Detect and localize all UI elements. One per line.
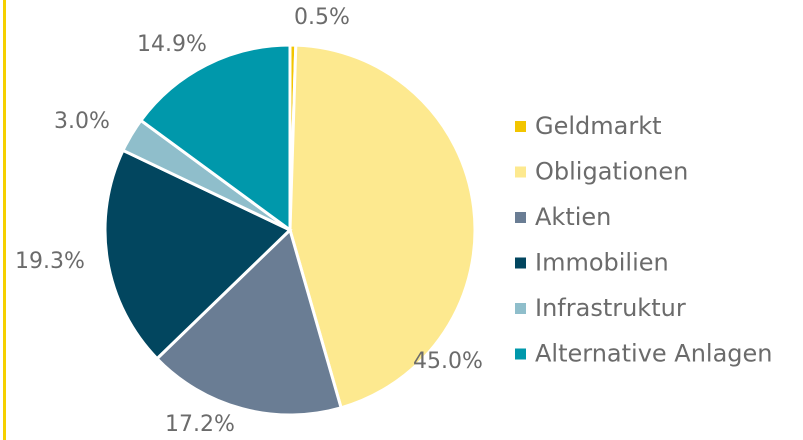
data-label: 3.0% xyxy=(54,109,110,134)
pie-slice xyxy=(103,148,293,361)
legend-label: Immobilien xyxy=(535,249,669,277)
legend-swatch xyxy=(515,121,526,132)
pie-slice xyxy=(288,43,477,410)
legend-label: Geldmarkt xyxy=(535,112,662,140)
legend-label: Infrastruktur xyxy=(535,294,686,322)
legend-swatch xyxy=(515,348,526,360)
legend-swatch xyxy=(515,257,526,269)
pie-slice xyxy=(154,227,343,417)
legend-label: Aktien xyxy=(535,203,611,231)
data-label: 19.3% xyxy=(15,249,85,274)
legend-swatch xyxy=(515,212,526,223)
data-label: 17.2% xyxy=(165,412,235,437)
pie-slice xyxy=(138,43,292,233)
legend-swatch xyxy=(515,303,526,314)
data-label: 0.5% xyxy=(294,5,350,30)
accent-bar xyxy=(3,0,6,440)
legend-label: Obligationen xyxy=(535,158,688,186)
data-label: 45.0% xyxy=(413,349,483,374)
legend-label: Alternative Anlagen xyxy=(535,340,773,368)
data-label: 14.9% xyxy=(137,32,207,57)
legend-swatch xyxy=(515,166,526,178)
